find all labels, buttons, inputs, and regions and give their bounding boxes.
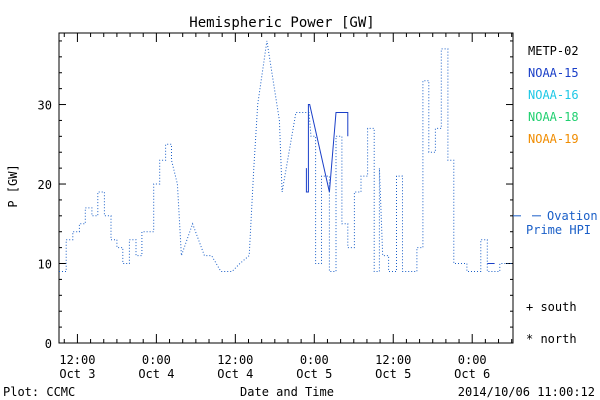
x-tick-label-time: 12:00 xyxy=(217,353,253,367)
footer-timestamp: 2014/10/06 11:00:12 xyxy=(458,385,595,399)
legend-entry: NOAA-19 xyxy=(528,132,579,146)
y-axis-label: P [GW] xyxy=(6,164,20,207)
x-tick-label-time: 0:00 xyxy=(300,353,329,367)
x-tick-label-date: Oct 6 xyxy=(454,367,490,381)
x-tick-label-date: Oct 4 xyxy=(138,367,174,381)
series-line xyxy=(305,104,349,193)
footer-left: Plot: CCMC xyxy=(3,385,75,399)
marker-legend: + south xyxy=(526,300,577,314)
chart-title: Hemispheric Power [GW] xyxy=(189,15,374,31)
x-tick-label-time: 0:00 xyxy=(142,353,171,367)
y-tick-label: 30 xyxy=(38,99,52,113)
plot-frame xyxy=(58,32,514,344)
x-tick-label-date: Oct 3 xyxy=(59,367,95,381)
legend-entry: NOAA-16 xyxy=(528,88,579,102)
legend-entry: METP-02 xyxy=(528,44,579,58)
x-tick-label-date: Oct 5 xyxy=(375,367,411,381)
y-tick-label: 20 xyxy=(38,178,52,192)
x-tick-label-date: Oct 5 xyxy=(296,367,332,381)
legend-entry: NOAA-18 xyxy=(528,110,579,124)
reference-label: Ovation xyxy=(547,209,598,223)
x-tick-label-date: Oct 4 xyxy=(217,367,253,381)
x-axis-label: Date and Time xyxy=(240,385,334,399)
marker-legend: * north xyxy=(526,332,577,346)
legend-entry: NOAA-15 xyxy=(528,66,579,80)
x-tick-label-time: 0:00 xyxy=(458,353,487,367)
series-line xyxy=(59,40,513,272)
x-tick-label-time: 12:00 xyxy=(375,353,411,367)
x-tick-label-time: 12:00 xyxy=(59,353,95,367)
reference-label-2: Prime HPI xyxy=(526,223,591,237)
y-tick-label: 0 xyxy=(45,337,52,351)
y-tick-label: 10 xyxy=(38,258,52,272)
